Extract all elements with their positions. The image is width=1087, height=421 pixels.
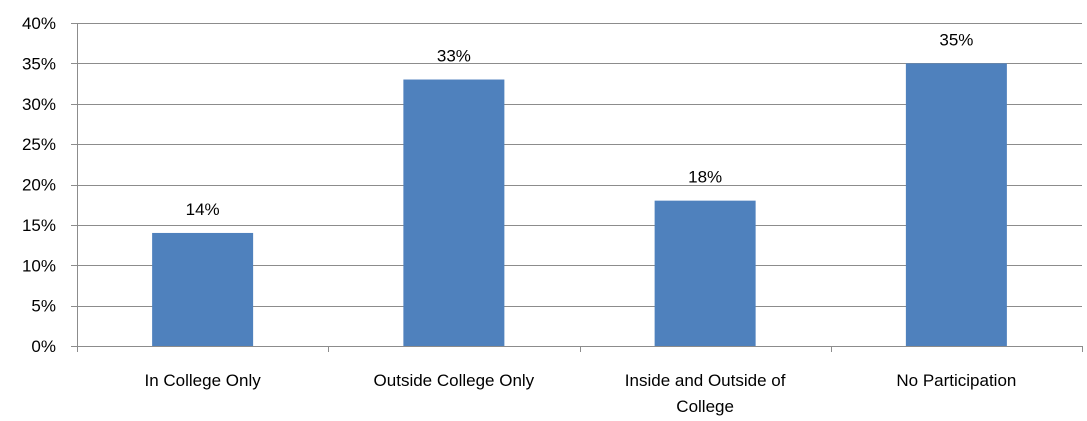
bar <box>905 63 1007 346</box>
x-tick-label-line: Inside and Outside of <box>625 371 786 390</box>
x-tick-label: In College Only <box>145 371 262 390</box>
data-label: 33% <box>437 47 471 66</box>
x-tick-label-line: In College Only <box>145 371 262 390</box>
y-axis: 0% 5% 10% 15% 20% 25% 30% 35% 40% <box>22 14 78 356</box>
x-tick-label: Inside and Outside of College <box>625 371 786 416</box>
y-tick-label: 10% <box>22 256 56 275</box>
data-label: 35% <box>939 30 973 49</box>
x-tick-label: Outside College Only <box>374 371 535 390</box>
x-axis: In College Only Outside College Only Insid… <box>77 346 1083 416</box>
data-label: 14% <box>186 200 220 219</box>
y-tick-label: 40% <box>22 14 56 33</box>
y-tick-label: 30% <box>22 95 56 114</box>
x-tick-label-line: Outside College Only <box>374 371 535 390</box>
y-tick-label: 20% <box>22 176 56 195</box>
y-tick-label: 0% <box>31 337 56 356</box>
x-tick-label-line: No Participation <box>896 371 1016 390</box>
bar <box>403 79 505 347</box>
bars: 14% 33% 18% 35% <box>152 30 1007 347</box>
y-tick-label: 35% <box>22 54 56 73</box>
x-tick-label-line: College <box>676 397 734 416</box>
y-tick-label: 15% <box>22 216 56 235</box>
y-tick-label: 5% <box>31 297 56 316</box>
bar <box>654 200 756 346</box>
bar <box>152 232 254 346</box>
data-label: 18% <box>688 168 722 187</box>
x-tick-label: No Participation <box>896 371 1016 390</box>
y-tick-label: 25% <box>22 135 56 154</box>
